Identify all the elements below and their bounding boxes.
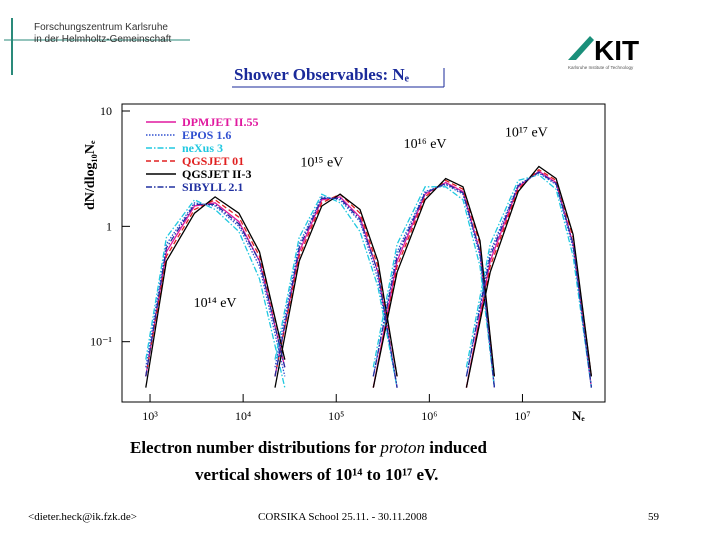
legend-label: EPOS 1.6 bbox=[182, 128, 231, 142]
caption: vertical showers of 10¹⁴ to 10¹⁷ eV. bbox=[195, 465, 438, 484]
legend-label: neXus 3 bbox=[182, 141, 223, 155]
legend-label: QGSJET II-3 bbox=[182, 167, 251, 181]
caption-part: induced bbox=[425, 438, 487, 457]
chart-title: Shower Observables: Nₑ bbox=[234, 65, 410, 84]
footer-email: <dieter.heck@ik.fzk.de> bbox=[28, 511, 137, 523]
x-axis-label: Nₑ bbox=[572, 408, 585, 423]
caption-part: Electron number distributions for bbox=[130, 438, 380, 457]
caption-part: proton bbox=[379, 438, 425, 457]
legend-label: DPMJET II.55 bbox=[182, 115, 258, 129]
logo-mark bbox=[568, 36, 594, 60]
x-tick-label: 10³ bbox=[142, 409, 158, 423]
legend-label: QGSJET 01 bbox=[182, 154, 244, 168]
y-axis-label: dN/dlog₁₀Nₑ bbox=[83, 140, 98, 210]
org-name: Forschungszentrum Karlsruhe bbox=[34, 22, 168, 33]
series-line bbox=[145, 165, 593, 388]
annotation: 10¹⁷ eV bbox=[505, 126, 548, 141]
logo-sub: Karlsruhe Institute of Technology bbox=[568, 65, 634, 70]
annotation: 10¹⁶ eV bbox=[404, 137, 447, 152]
y-tick-label: 10⁻¹ bbox=[90, 335, 112, 349]
x-tick-label: 10⁵ bbox=[328, 409, 344, 423]
org-sub: in der Helmholtz-Gemeinschaft bbox=[34, 34, 171, 45]
series-line bbox=[145, 170, 593, 388]
caption: Electron number distributions for proton… bbox=[130, 438, 487, 457]
y-tick-label: 10 bbox=[100, 104, 112, 118]
footer-event: CORSIKA School 25.11. - 30.11.2008 bbox=[258, 511, 428, 523]
x-tick-label: 10⁶ bbox=[421, 409, 437, 423]
legend-label: SIBYLL 2.1 bbox=[182, 180, 243, 194]
annotation: 10¹⁵ eV bbox=[300, 156, 343, 171]
x-tick-label: 10⁷ bbox=[514, 409, 530, 423]
y-tick-label: 1 bbox=[106, 219, 112, 233]
series-line bbox=[145, 171, 593, 388]
x-tick-label: 10⁴ bbox=[235, 409, 251, 423]
series-line bbox=[145, 172, 593, 388]
page-number: 59 bbox=[648, 511, 660, 523]
plot-frame bbox=[121, 103, 606, 403]
logo: KIT bbox=[594, 35, 639, 66]
annotation: 10¹⁴ eV bbox=[194, 296, 237, 311]
